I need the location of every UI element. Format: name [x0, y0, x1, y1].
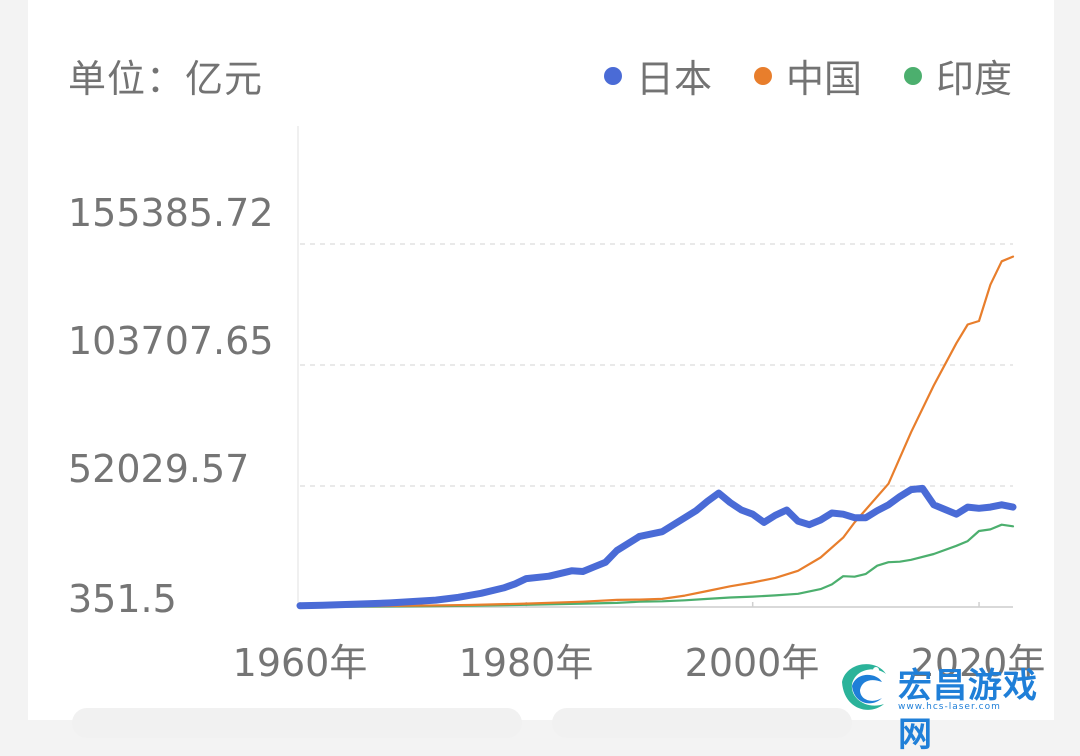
legend-label: 日本: [635, 57, 712, 101]
legend-dot-icon: [753, 66, 772, 85]
chart-card: [28, 0, 1054, 720]
x-tick-label: 2000年: [684, 641, 820, 685]
y-tick-label: 103707.65: [68, 319, 274, 363]
legend-dot-icon: [603, 66, 622, 85]
y-tick-label: 351.5: [68, 577, 177, 621]
bottom-tab[interactable]: [72, 708, 522, 738]
unit-label: 单位：亿元: [68, 57, 264, 101]
series-line-japan: [296, 484, 1017, 610]
bottom-tab[interactable]: [552, 708, 852, 738]
legend-label: 印度: [935, 57, 1012, 101]
legend-label: 中国: [785, 57, 862, 101]
watermark-url: www.hcs-laser.com: [898, 702, 1001, 712]
legend-dot-icon: [903, 66, 922, 85]
x-tick-label: 1960年: [232, 641, 368, 685]
watermark: 宏昌游戏网 www.hcs-laser.com: [832, 652, 1064, 755]
series-line-india: [298, 523, 1015, 609]
x-tick-label: 1980年: [458, 641, 594, 685]
y-tick-label: 52029.57: [68, 447, 250, 491]
legend-item-japan[interactable]: 日本: [603, 48, 712, 103]
chart-legend: 日本 中国 印度: [603, 48, 1012, 103]
series-lines: [296, 255, 1017, 610]
dragon-logo-icon: [842, 664, 886, 710]
x-tick-label: 2020年: [910, 641, 1046, 685]
legend-item-india[interactable]: 印度: [903, 48, 1012, 103]
series-line-china: [298, 255, 1015, 608]
line-chart: [296, 126, 1017, 610]
y-tick-label: 155385.72: [68, 191, 274, 235]
legend-item-china[interactable]: 中国: [753, 48, 862, 103]
